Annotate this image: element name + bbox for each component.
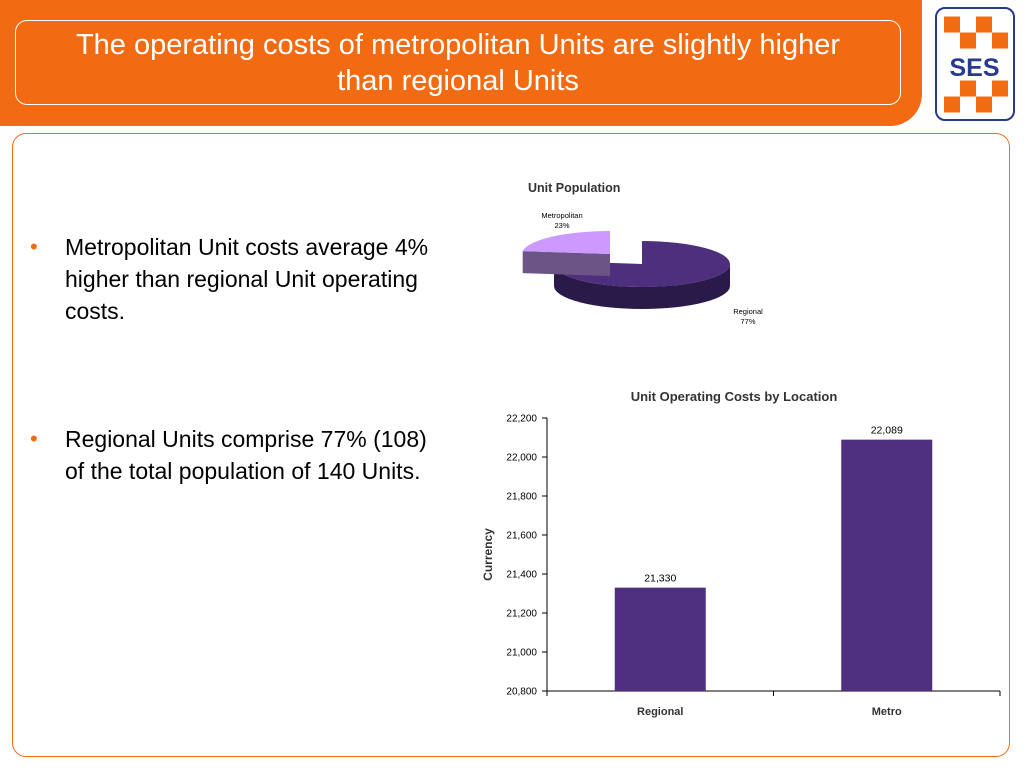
logo-checker-square xyxy=(992,80,1008,97)
logo-checker-square xyxy=(976,16,992,33)
y-tick-label: 20,800 xyxy=(506,687,537,698)
ses-logo: SES xyxy=(935,7,1015,121)
logo-checker-square xyxy=(992,32,1008,49)
y-tick-label: 21,800 xyxy=(506,492,537,503)
bullet-marker: • xyxy=(30,426,38,451)
ses-logo-graphic: SES xyxy=(944,16,1008,113)
pie-label-regional-pct: 77% xyxy=(740,317,755,326)
header-band: The operating costs of metropolitan Unit… xyxy=(0,0,922,126)
pie-label-metropolitan-pct: 23% xyxy=(554,221,569,230)
bar-metro xyxy=(841,439,933,691)
y-tick-label: 22,200 xyxy=(506,414,537,425)
x-category-label: Metro xyxy=(872,706,902,718)
y-tick-label: 21,600 xyxy=(506,531,537,542)
logo-checker-square xyxy=(976,96,992,113)
bullet-item: • Regional Units comprise 77% (108) of t… xyxy=(30,423,445,487)
bar-chart-title: Unit Operating Costs by Location xyxy=(631,389,838,404)
bar-regional xyxy=(614,587,706,691)
operating-costs-bar-chart: Unit Operating Costs by Location 20,800 21… xyxy=(481,389,1001,718)
pie-slice-regional-side xyxy=(554,264,730,309)
pie-slice-metropolitan-side xyxy=(522,251,610,276)
bar-value-label: 22,089 xyxy=(871,425,903,437)
bullet-item: • Metropolitan Unit costs average 4% hig… xyxy=(30,231,445,327)
bullet-text: Metropolitan Unit costs average 4% highe… xyxy=(65,234,429,324)
title-frame: The operating costs of metropolitan Unit… xyxy=(15,20,901,105)
y-tick-label: 22,000 xyxy=(506,453,537,464)
bar-value-label: 21,330 xyxy=(644,573,676,585)
logo-checker-square xyxy=(944,16,960,33)
y-tick-label: 21,000 xyxy=(506,648,537,659)
checker-pattern-top xyxy=(944,16,1008,49)
pie-title: Unit Population xyxy=(528,181,620,195)
logo-checker-square xyxy=(960,80,976,97)
logo-text: SES xyxy=(949,54,999,82)
logo-checker-square xyxy=(944,96,960,113)
bullet-marker: • xyxy=(30,234,38,259)
y-tick-label: 21,200 xyxy=(506,609,537,620)
logo-checker-square xyxy=(960,32,976,49)
checker-pattern-bottom xyxy=(944,80,1008,113)
y-tick-label: 21,400 xyxy=(506,570,537,581)
x-category-label: Regional xyxy=(637,706,683,718)
pie-label-metropolitan: Metropolitan xyxy=(541,211,582,220)
y-axis-label: Currency xyxy=(481,528,495,581)
slide-title: The operating costs of metropolitan Unit… xyxy=(75,28,841,97)
pie-slice-metropolitan xyxy=(522,231,610,254)
pie-label-regional: Regional xyxy=(733,307,763,316)
bullet-text: Regional Units comprise 77% (108) of the… xyxy=(65,426,427,484)
